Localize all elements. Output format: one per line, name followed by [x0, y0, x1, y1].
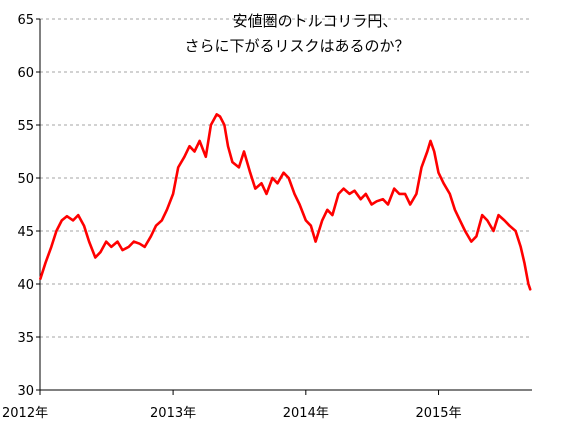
y-tick-label-30: 30: [17, 384, 34, 399]
x-axis-ticks: 2012年 2013年 2014年 2015年: [2, 390, 462, 421]
x-tick-label-1: 2013年: [150, 406, 196, 421]
chart-title-line-2: さらに下がるリスクはあるのか？: [184, 37, 409, 55]
y-tick-label-45: 45: [17, 225, 34, 240]
y-axis-ticks: 30 35 40 45 50 55 60 65: [17, 13, 40, 399]
y-tick-label-55: 55: [17, 119, 34, 134]
axes: [39, 19, 532, 391]
y-tick-label-65: 65: [17, 13, 34, 28]
series-line-0: [39, 113, 532, 291]
x-tick-label-0: 2012年: [2, 406, 48, 421]
chart-title: 安値圏のトルコリラ円、 さらに下がるリスクはあるのか？: [184, 12, 409, 55]
y-tick-label-50: 50: [17, 172, 34, 187]
y-tick-label-35: 35: [17, 331, 34, 346]
y-tick-label-60: 60: [17, 66, 34, 81]
series-group: [39, 113, 532, 291]
x-tick-label-2: 2014年: [283, 406, 329, 421]
gridlines: [40, 18, 532, 338]
x-tick-label-3: 2015年: [415, 406, 461, 421]
chart-title-line-1: 安値圏のトルコリラ円、: [233, 12, 398, 30]
y-tick-label-40: 40: [17, 278, 34, 293]
